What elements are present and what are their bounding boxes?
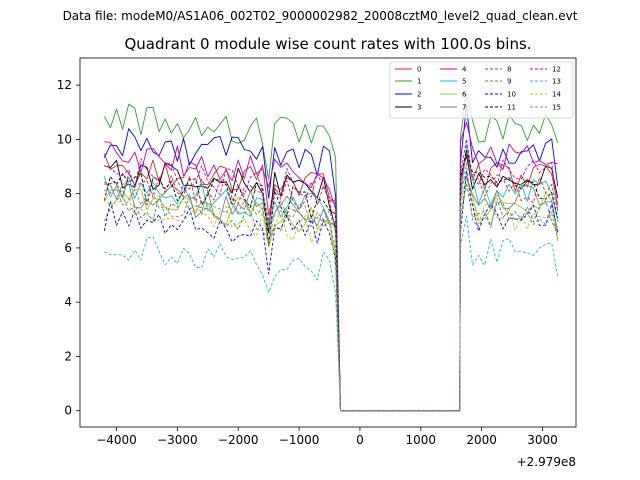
y-tick-label: 2 xyxy=(64,349,72,363)
y-tick-label: 0 xyxy=(64,404,72,418)
plot-frame xyxy=(79,57,577,428)
y-tick-label: 4 xyxy=(64,295,72,309)
legend-label-13: 13 xyxy=(552,78,561,86)
x-tick-label: −3000 xyxy=(157,433,198,447)
legend-label-14: 14 xyxy=(552,91,561,99)
series-line-4 xyxy=(104,121,558,412)
legend-label-9: 9 xyxy=(507,78,511,86)
y-tick-label: 10 xyxy=(57,132,72,146)
series-line-1 xyxy=(103,93,559,412)
series-line-12 xyxy=(104,138,559,412)
legend-label-3: 3 xyxy=(417,104,421,112)
legend-label-0: 0 xyxy=(417,66,421,74)
y-tick-label: 12 xyxy=(57,78,72,92)
series-line-8 xyxy=(104,153,559,412)
legend-label-2: 2 xyxy=(417,91,421,99)
y-tick-label: 8 xyxy=(64,187,72,201)
series-line-2 xyxy=(103,104,559,412)
series-line-14 xyxy=(103,187,559,412)
x-tick-label: 2000 xyxy=(466,433,497,447)
figure-suptitle: Data file: modeM0/AS1A06_002T02_90000029… xyxy=(63,9,578,23)
y-axis: 0 2 4 6 8 10 12 xyxy=(57,78,80,418)
series-line-10 xyxy=(103,170,559,412)
legend-label-10: 10 xyxy=(507,91,516,99)
x-offset-label: +2.979e8 xyxy=(517,455,576,469)
legend-label-6: 6 xyxy=(462,91,467,99)
chart-title: Quadrant 0 module wise count rates with … xyxy=(124,35,531,53)
series-line-9 xyxy=(103,182,559,412)
x-tick-label: 3000 xyxy=(527,433,558,447)
x-tick-label: −4000 xyxy=(96,433,137,447)
legend-label-1: 1 xyxy=(417,78,421,86)
x-tick-label: −1000 xyxy=(279,433,320,447)
legend-label-8: 8 xyxy=(507,66,511,74)
legend-label-11: 11 xyxy=(507,104,516,112)
series-line-15 xyxy=(104,163,559,412)
legend-label-15: 15 xyxy=(552,104,561,112)
legend-frame xyxy=(389,61,574,119)
series-line-11 xyxy=(103,150,559,412)
legend-label-4: 4 xyxy=(462,66,467,74)
series-line-13 xyxy=(104,215,559,412)
legend-label-5: 5 xyxy=(462,78,466,86)
x-tick-label: 0 xyxy=(356,433,364,447)
legend-label-7: 7 xyxy=(462,104,466,112)
x-tick-label: −2000 xyxy=(218,433,259,447)
x-tick-label: 1000 xyxy=(406,433,437,447)
x-axis: −4000 −3000 −2000 −1000 0 1000 2000 3000 xyxy=(96,427,558,447)
series-line-7 xyxy=(104,176,559,412)
y-tick-label: 6 xyxy=(64,241,72,255)
series-layer xyxy=(103,93,559,412)
legend-label-12: 12 xyxy=(552,66,561,74)
